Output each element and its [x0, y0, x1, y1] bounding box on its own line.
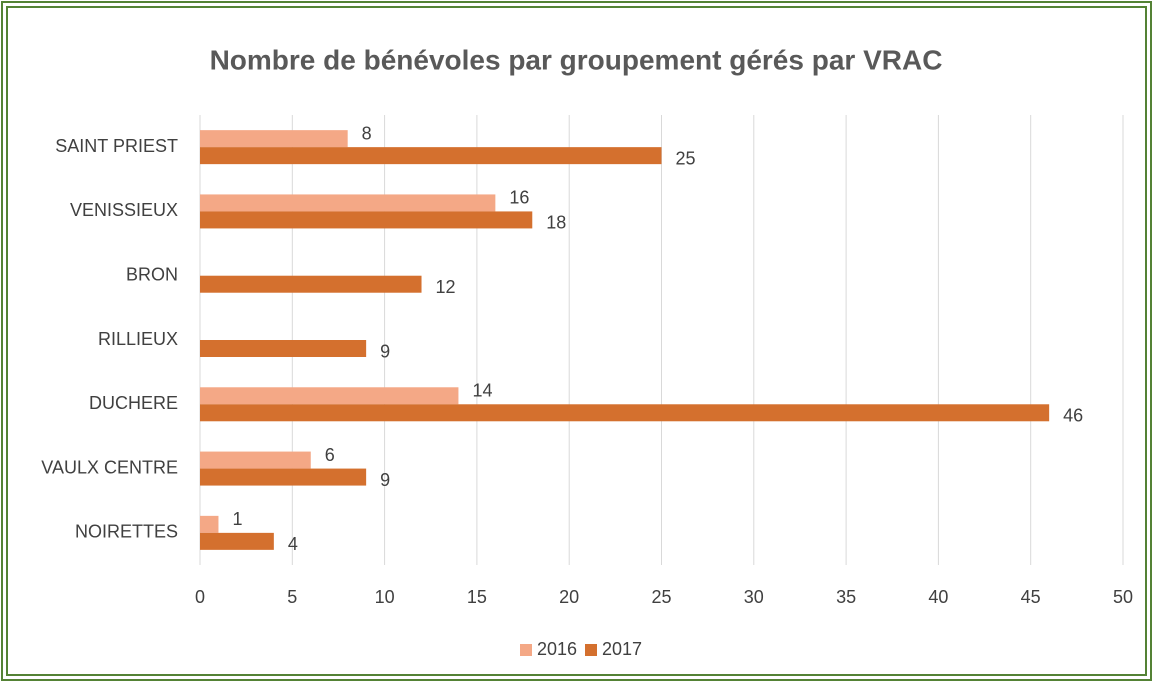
x-tick-label: 10	[375, 587, 395, 607]
bar	[200, 340, 367, 357]
data-label: 1	[232, 509, 242, 529]
data-label: 8	[362, 123, 372, 143]
bar	[200, 211, 533, 229]
data-label: 18	[546, 213, 566, 233]
x-tick-label: 35	[836, 587, 856, 607]
bar	[200, 532, 274, 550]
x-tick-label: 20	[559, 587, 579, 607]
bar	[200, 387, 459, 405]
x-tick-label: 0	[195, 587, 205, 607]
data-label: 25	[676, 148, 696, 168]
bar	[200, 515, 219, 533]
inner-border	[6, 6, 1147, 676]
y-tick-label: SAINT PRIEST	[55, 136, 178, 156]
data-label: 46	[1063, 406, 1083, 426]
bar	[200, 194, 496, 212]
bar	[200, 130, 348, 148]
x-tick-label: 40	[928, 587, 948, 607]
bar	[200, 147, 662, 165]
x-tick-label: 30	[744, 587, 764, 607]
bar	[200, 451, 311, 469]
x-tick-label: 15	[467, 587, 487, 607]
data-label: 16	[509, 188, 529, 208]
data-label: 12	[436, 277, 456, 297]
bar	[200, 468, 367, 486]
x-tick-label: 25	[651, 587, 671, 607]
x-tick-label: 5	[287, 587, 297, 607]
data-label: 14	[472, 381, 492, 401]
data-label: 6	[325, 445, 335, 465]
data-label: 9	[380, 470, 390, 490]
y-tick-label: RILLIEUX	[98, 329, 178, 349]
y-tick-label: VENISSIEUX	[70, 200, 178, 220]
chart-title: Nombre de bénévoles par groupement gérés…	[210, 44, 943, 75]
bar	[200, 404, 1050, 422]
data-label: 9	[380, 341, 390, 361]
y-tick-label: BRON	[126, 264, 178, 284]
bar	[200, 275, 422, 293]
legend-label: 2017	[602, 639, 642, 659]
y-tick-label: DUCHERE	[89, 393, 178, 413]
y-tick-label: VAULX CENTRE	[41, 457, 178, 477]
legend-swatch	[520, 644, 532, 656]
x-tick-label: 50	[1113, 587, 1133, 607]
legend-swatch	[585, 644, 597, 656]
y-tick-label: NOIRETTES	[75, 522, 178, 542]
data-label: 4	[288, 534, 298, 554]
legend-label: 2016	[537, 639, 577, 659]
x-tick-label: 45	[1021, 587, 1041, 607]
